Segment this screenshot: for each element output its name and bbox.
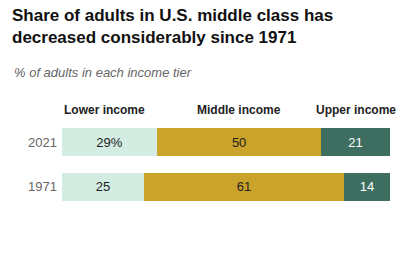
svg-text:Middle income: Middle income: [197, 103, 281, 117]
svg-text:50: 50: [232, 135, 246, 150]
svg-text:% of adults in each income tie: % of adults in each income tier: [14, 65, 192, 80]
svg-text:2021: 2021: [28, 135, 57, 150]
svg-text:21: 21: [348, 135, 362, 150]
svg-text:Share of adults in U.S. middle: Share of adults in U.S. middle class has…: [12, 6, 333, 47]
svg-text:1971: 1971: [28, 179, 57, 194]
svg-text:25: 25: [96, 179, 110, 194]
svg-text:14: 14: [360, 179, 374, 194]
svg-text:Upper income: Upper income: [316, 103, 396, 117]
svg-text:29%: 29%: [96, 135, 122, 150]
svg-text:Lower income: Lower income: [64, 103, 145, 117]
svg-text:61: 61: [237, 179, 251, 194]
